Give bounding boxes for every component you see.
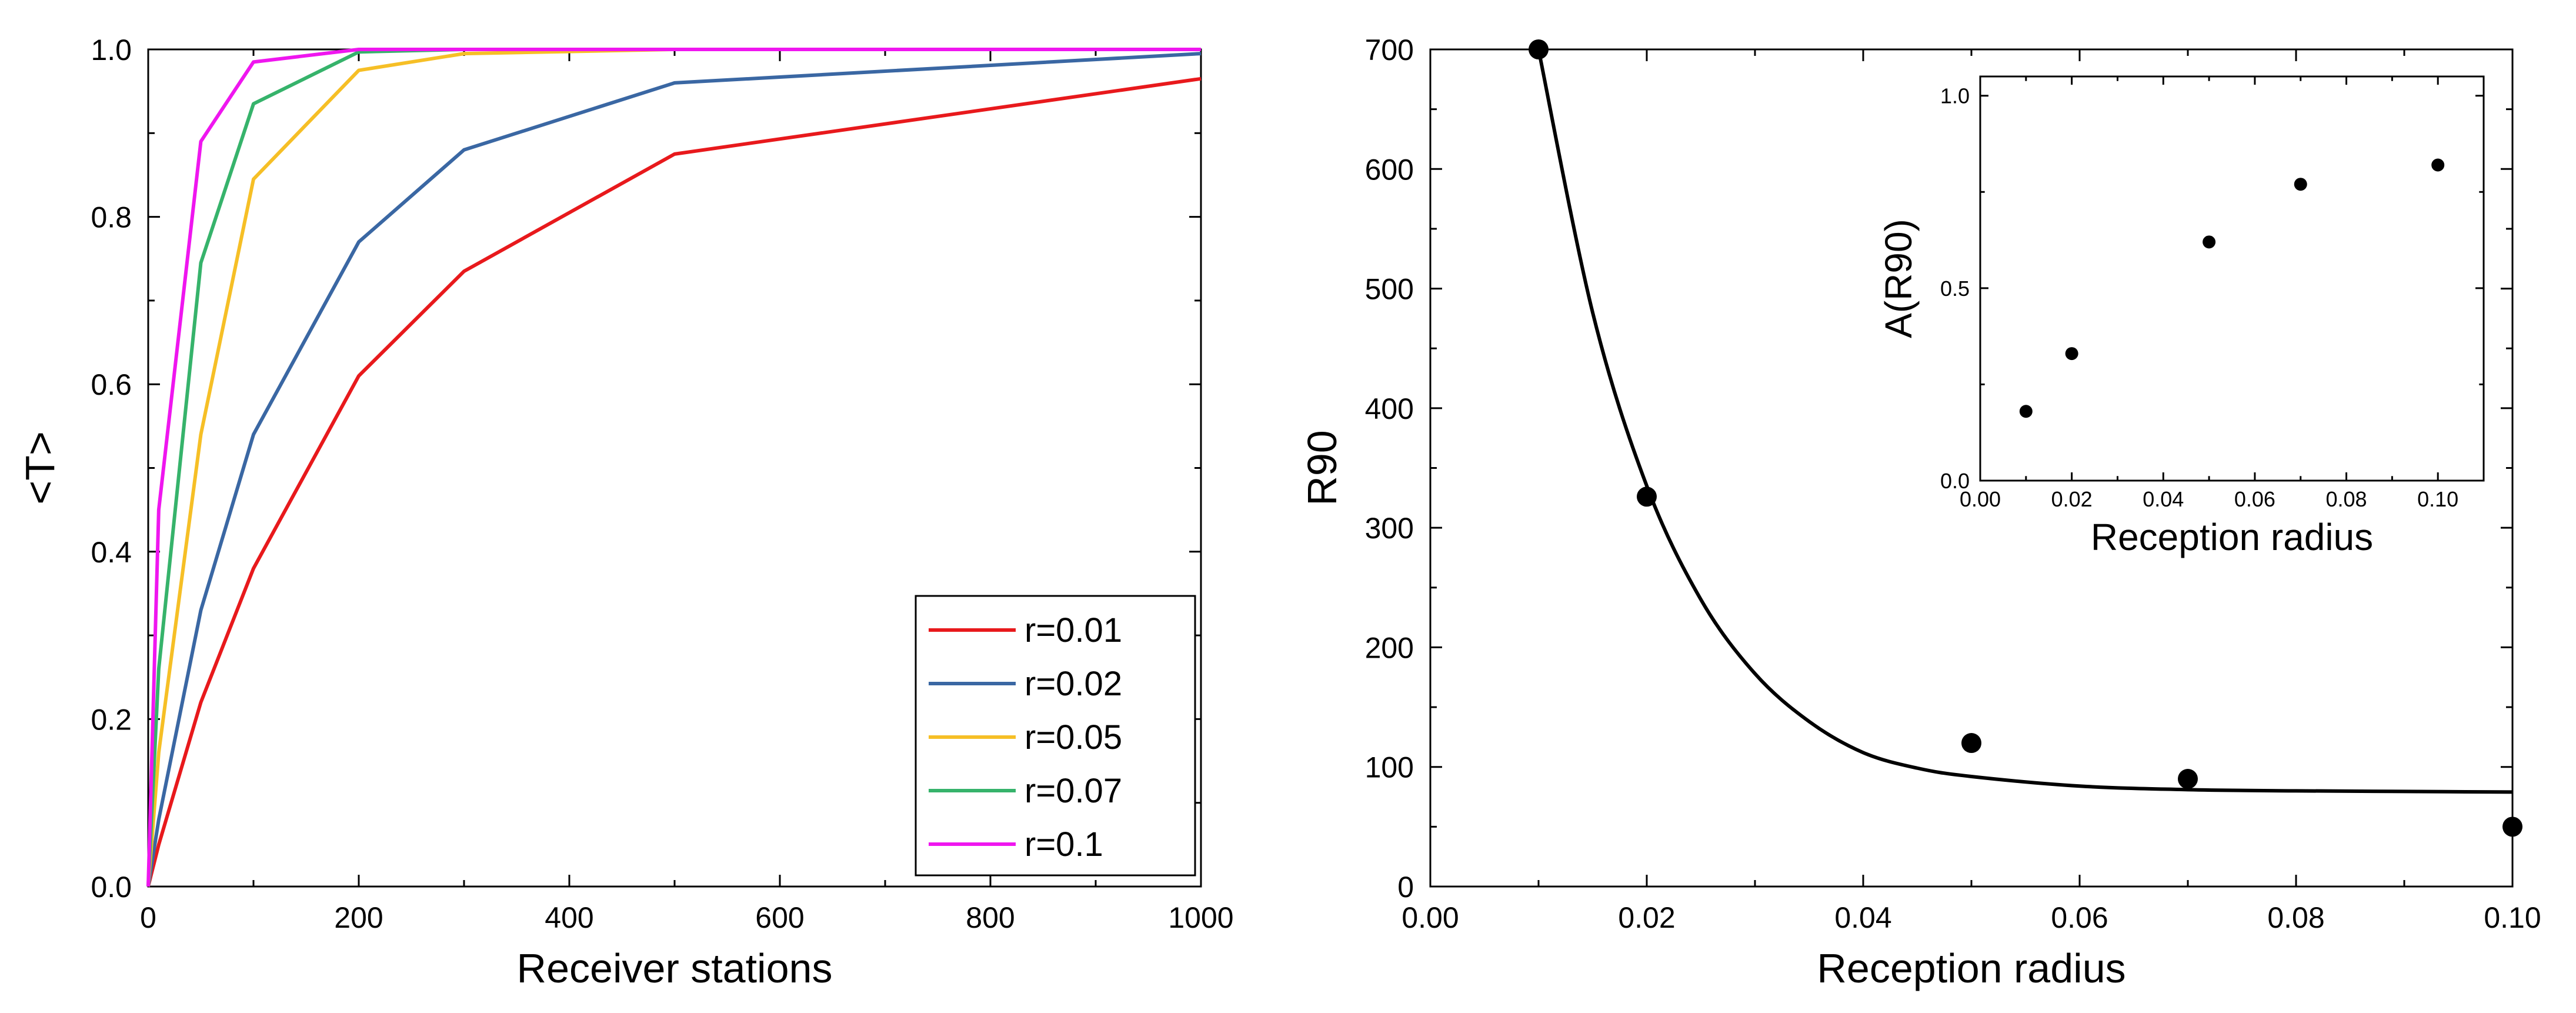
inset-x-tick-label: 0.04: [2143, 487, 2184, 511]
inset-x-tick-label: 0.10: [2417, 487, 2458, 511]
c2-data-point: [1637, 486, 1657, 507]
c1-x-axis-title: Receiver stations: [517, 945, 833, 991]
c1-x-tick-label: 800: [966, 901, 1015, 934]
inset-x-tick-label: 0.06: [2234, 487, 2275, 511]
c1-legend-label: r=0.02: [1025, 665, 1122, 703]
c2-y-axis-title: R90: [1299, 430, 1345, 505]
c1-plot-area: 0 200 400 600 800 1000 0.0 0.2 0.4 0.6 0.8 1.0: [91, 34, 1233, 934]
c2-x-tick-label: 0.04: [1834, 901, 1891, 934]
c1-legend: r=0.01 r=0.02 r=0.05 r=0.07 r=0.1: [915, 595, 1196, 877]
inset-y-tick-label: 0.5: [1940, 276, 1970, 301]
c1-legend-label: r=0.07: [1025, 772, 1122, 810]
c2-y-tick-label: 700: [1365, 34, 1414, 66]
c2-x-tick-label: 0.08: [2267, 901, 2324, 934]
c1-legend-label: r=0.05: [1025, 718, 1122, 757]
c1-x-tick-label: 400: [545, 901, 593, 934]
c2-inset-chart: 0.00 0.02 0.04 0.06 0.08 0.10 0.0 0.5 1.0 Recept…: [1877, 75, 2485, 558]
c1-x-tick-label: 600: [755, 901, 804, 934]
c2-y-tick-label: 0: [1397, 871, 1414, 904]
c2-y-tick-label: 400: [1365, 392, 1414, 425]
c1-y-tick-label: 0.6: [91, 368, 132, 401]
chart-r90-vs-radius: 0.00 0.02 0.04 0.06 0.08 0.10 0 100 200 300 400 500…: [1299, 34, 2541, 991]
inset-y-axis-title: A(R90): [1877, 219, 1920, 338]
c2-x-tick-label: 0.06: [2051, 901, 2108, 934]
inset-frame: [1979, 75, 2485, 482]
c1-y-tick-label: 0.4: [91, 536, 132, 569]
c2-data-point: [2502, 817, 2522, 837]
inset-x-tick-label: 0.02: [2051, 487, 2093, 511]
c1-series-line: [146, 76, 1202, 887]
c2-data-point: [2178, 769, 2198, 789]
c1-series-line: [146, 48, 1201, 887]
c2-data-point: [1529, 39, 1549, 59]
inset-y-tick-label: 1.0: [1940, 84, 1970, 108]
c2-y-tick-label: 500: [1365, 273, 1414, 306]
c2-x-tick-label: 0.00: [1402, 901, 1459, 934]
c2-x-axis-title: Reception radius: [1817, 945, 2125, 991]
c1-y-tick-label: 1.0: [91, 34, 132, 66]
inset-data-point: [2294, 178, 2307, 191]
c2-y-tick-label: 200: [1365, 631, 1414, 664]
c1-y-tick-label: 0.2: [91, 703, 132, 736]
c2-y-tick-label: 100: [1365, 751, 1414, 784]
c2-y-tick-label: 300: [1365, 512, 1414, 545]
c1-y-tick-label: 0.0: [91, 871, 132, 904]
inset-x-tick-label: 0.00: [1960, 487, 2001, 511]
inset-data-point: [2019, 405, 2033, 418]
inset-x-axis-title: Reception radius: [2091, 516, 2373, 558]
c2-plot-area: 0.00 0.02 0.04 0.06 0.08 0.10 0 100 200 300 400 500…: [1365, 34, 2541, 934]
inset-data-point: [2065, 347, 2078, 361]
c2-y-tick-label: 600: [1365, 153, 1414, 186]
c1-x-tick-label: 0: [140, 901, 156, 934]
c1-x-tick-label: 1000: [1168, 901, 1233, 934]
c1-y-tick-label: 0.8: [91, 201, 132, 234]
c1-y-axis-title: <T>: [17, 431, 63, 505]
inset-background: [1980, 76, 2484, 481]
c1-legend-label: r=0.1: [1025, 825, 1103, 864]
inset-x-tick-label: 0.08: [2326, 487, 2367, 511]
c2-data-point: [1961, 733, 1981, 754]
inset-plot-area: 0.00 0.02 0.04 0.06 0.08 0.10 0.0 0.5 1.0: [1940, 75, 2485, 511]
c1-legend-label: r=0.01: [1025, 611, 1122, 649]
inset-data-point: [2431, 158, 2445, 172]
c2-x-tick-label: 0.02: [1618, 901, 1675, 934]
c2-x-tick-label: 0.10: [2484, 901, 2541, 934]
chart-transmission-vs-stations: 0 200 400 600 800 1000 0.0 0.2 0.4 0.6 0.8 1.0 r=0.…: [17, 34, 1234, 991]
inset-y-tick-label: 0.0: [1940, 469, 1970, 493]
c1-series-line: [146, 52, 1202, 887]
inset-data-point: [2203, 235, 2216, 249]
c2-fit-curve: [1537, 49, 2513, 794]
c1-x-tick-label: 200: [334, 901, 383, 934]
